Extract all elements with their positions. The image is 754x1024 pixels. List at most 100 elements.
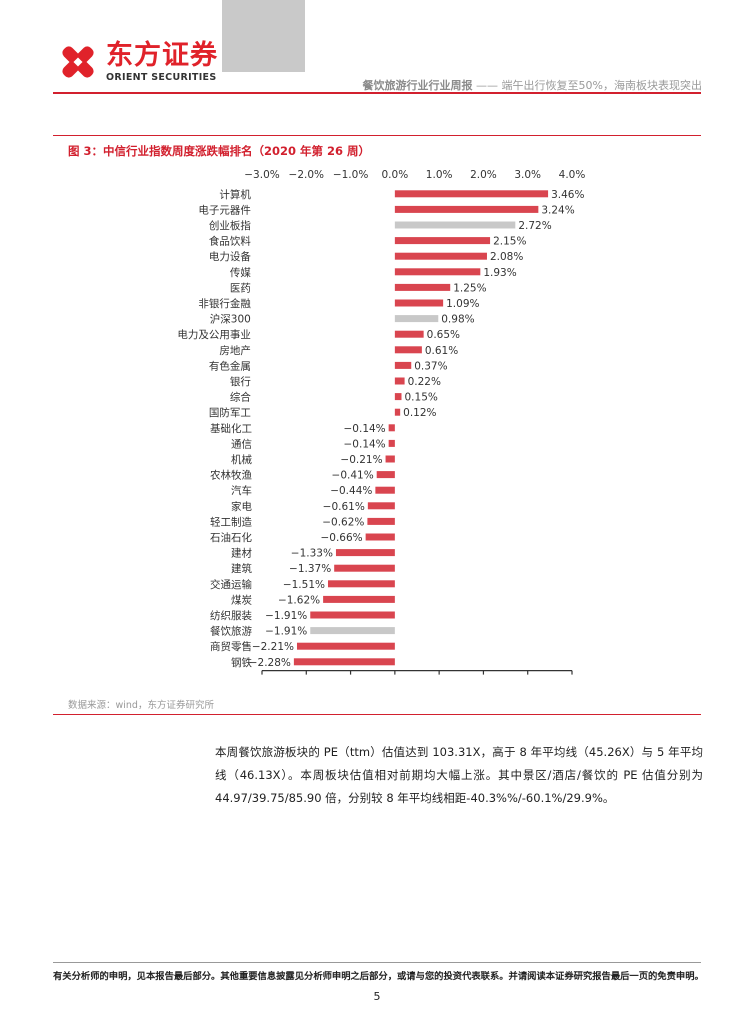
bar xyxy=(394,408,401,416)
bar-value-label: −0.66% xyxy=(320,532,362,544)
orient-logo-icon xyxy=(62,46,94,78)
bar-value-label: −0.21% xyxy=(340,454,382,466)
bar-value-label: 1.09% xyxy=(446,298,479,310)
bar xyxy=(394,393,402,401)
bar xyxy=(367,502,395,510)
bar xyxy=(394,330,424,338)
category-label: 纺织服装 xyxy=(210,609,252,622)
bar-value-label: −2.28% xyxy=(249,657,291,669)
bar-value-label: 0.15% xyxy=(405,392,438,404)
category-label: 建材 xyxy=(231,547,252,560)
category-label: 医药 xyxy=(230,282,251,294)
bar xyxy=(365,533,395,541)
page-number: 5 xyxy=(373,990,381,1003)
bar-value-label: −0.61% xyxy=(323,501,365,513)
bar-value-label: −1.33% xyxy=(291,548,333,560)
category-label: 电力设备 xyxy=(209,250,251,263)
logo-chinese-name: 东方证券 xyxy=(106,40,218,71)
bar xyxy=(394,315,439,323)
bar-value-label: −1.37% xyxy=(289,563,331,575)
bar-value-label: 1.93% xyxy=(483,267,516,279)
bar xyxy=(394,268,481,276)
bar xyxy=(388,424,395,432)
header-separator: —— xyxy=(472,79,502,92)
category-label: 食品饮料 xyxy=(209,235,251,248)
bar-value-label: 3.24% xyxy=(541,204,574,216)
bar-value-label: −0.44% xyxy=(330,485,372,497)
category-label: 电力及公用事业 xyxy=(177,328,251,341)
bar xyxy=(293,658,395,666)
bar xyxy=(327,580,395,588)
bar xyxy=(310,611,395,619)
bar-value-label: 1.25% xyxy=(453,282,486,294)
category-label: 钢铁 xyxy=(231,656,252,669)
category-label: 银行 xyxy=(230,375,251,388)
x-tick-label: −1.0% xyxy=(333,169,368,181)
category-label: 机械 xyxy=(231,453,252,466)
logo-english-name: ORIENT SECURITIES xyxy=(106,72,217,83)
bar xyxy=(394,252,487,260)
bar-value-label: 0.22% xyxy=(408,376,441,388)
category-label: 建筑 xyxy=(231,562,252,575)
category-label: 基础化工 xyxy=(210,422,252,435)
bar-value-label: 0.61% xyxy=(425,345,458,357)
bar-value-label: 0.65% xyxy=(427,329,460,341)
category-label: 国防军工 xyxy=(209,406,251,419)
bar-value-label: −0.62% xyxy=(322,516,364,528)
industry-ranking-chart: −3.0% −2.0% −1.0% 0.0% 1.0% 2.0% 3.0% 4.0% 3.46%… xyxy=(177,169,586,675)
bar xyxy=(334,564,395,572)
category-label: 传媒 xyxy=(230,266,251,279)
bar-value-label: 0.98% xyxy=(441,314,474,326)
category-label: 沪深300 xyxy=(210,313,251,326)
category-label: 通信 xyxy=(231,438,252,450)
bar xyxy=(394,346,422,354)
bar-value-label: 3.46% xyxy=(551,189,584,201)
bar xyxy=(375,486,395,494)
category-label: 汽车 xyxy=(231,484,252,497)
bar-value-label: 2.15% xyxy=(493,236,526,248)
bar xyxy=(323,595,395,603)
bar-value-label: −2.21% xyxy=(252,641,294,653)
figure-title: 图 3：中信行业指数周度涨跌幅排名（2020 年第 26 周） xyxy=(68,144,371,158)
footer-disclaimer: 有关分析师的申明，见本报告最后部分。其他重要信息披露见分析师申明之后部分，或请与… xyxy=(53,971,704,982)
x-tick-label: −2.0% xyxy=(289,169,324,181)
valuation-paragraph: 本周餐饮旅游板块的 PE（ttm）估值达到 103.31X，高于 8 年平均线（… xyxy=(215,745,703,805)
bar-value-label: 0.12% xyxy=(403,407,436,419)
bar xyxy=(376,471,395,479)
header-gray-block xyxy=(222,0,305,72)
figure-source: 数据来源：wind，东方证券研究所 xyxy=(68,700,214,711)
bar xyxy=(385,455,395,463)
bar xyxy=(394,299,444,307)
bar xyxy=(394,361,412,369)
category-label: 非银行金融 xyxy=(198,297,251,310)
category-label: 轻工制造 xyxy=(210,515,252,528)
bar xyxy=(388,439,395,447)
bar-value-label: −1.62% xyxy=(278,594,320,606)
category-label: 电子元器件 xyxy=(198,203,251,216)
category-label: 创业板指 xyxy=(209,219,251,232)
x-tick-label: 3.0% xyxy=(514,169,541,181)
bar-value-label: 0.37% xyxy=(414,360,447,372)
x-tick-label: 1.0% xyxy=(426,169,453,181)
bar xyxy=(367,517,395,525)
bar xyxy=(310,627,395,635)
bar-value-label: 2.72% xyxy=(518,220,551,232)
bar-value-label: −1.51% xyxy=(283,579,325,591)
header-rule xyxy=(53,92,701,94)
bar xyxy=(394,190,549,198)
bar-value-label: −0.14% xyxy=(344,423,386,435)
report-header: 餐饮旅游行业行业周报 —— 端午出行恢复至50%，海南板块表现突出 xyxy=(363,77,702,93)
bar xyxy=(394,283,451,291)
category-label: 有色金属 xyxy=(209,359,251,372)
bar xyxy=(335,549,395,557)
footer-rule xyxy=(53,962,701,963)
bar-value-label: −0.14% xyxy=(344,438,386,450)
category-label: 煤炭 xyxy=(231,593,252,606)
bar-value-label: −1.91% xyxy=(265,610,307,622)
category-label: 计算机 xyxy=(219,188,251,201)
figure-bottom-rule xyxy=(53,714,701,715)
x-tick-label: 4.0% xyxy=(559,169,586,181)
bar xyxy=(394,237,491,245)
report-title: 餐饮旅游行业行业周报 xyxy=(362,79,473,92)
bar-value-label: 2.08% xyxy=(490,251,523,263)
